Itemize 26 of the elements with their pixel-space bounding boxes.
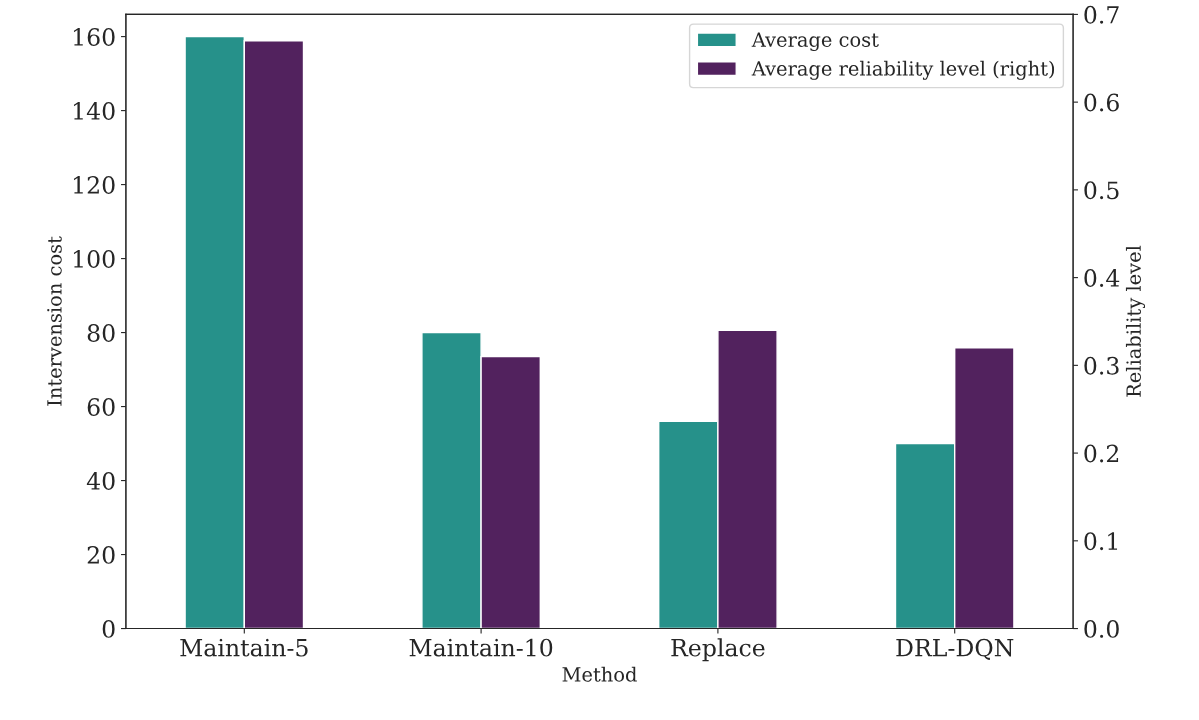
y2-tick-label: 0.2 xyxy=(1084,444,1119,463)
y-tick-label: 20 xyxy=(87,546,115,564)
y-tick-label: 160 xyxy=(73,28,115,46)
y2-tick-label: 0.4 xyxy=(1084,269,1120,287)
y2-tick-label: 0.7 xyxy=(1084,5,1119,24)
y2-tick-label: 0.1 xyxy=(1084,532,1118,551)
y-tick-label: 60 xyxy=(87,398,115,416)
x-tick-label: Replace xyxy=(671,638,765,662)
y2-tick-label: 0.3 xyxy=(1084,356,1119,375)
y-tick-label: 120 xyxy=(73,176,115,194)
x-tick-label: DRL-DQN xyxy=(896,638,1014,660)
y-tick-label: 100 xyxy=(73,250,115,268)
y-axis-title: Intervension cost xyxy=(47,236,62,406)
y-tick-label: 140 xyxy=(73,102,115,120)
x-tick-label: Maintain-10 xyxy=(409,638,553,657)
y-tick-label: 80 xyxy=(87,324,115,342)
y-tick-label: 0 xyxy=(102,620,115,638)
y2-tick-label: 0.0 xyxy=(1084,620,1119,638)
legend-label: Average reliability level (right) xyxy=(751,60,1055,80)
legend-label: Average cost xyxy=(751,32,879,51)
y2-tick-label: 0.6 xyxy=(1084,93,1119,112)
x-axis-title: Method xyxy=(562,666,637,682)
y2-axis-title: Reliability level xyxy=(1125,245,1146,397)
y2-tick-label: 0.5 xyxy=(1084,181,1119,200)
x-tick-label: Maintain-5 xyxy=(180,638,308,657)
y-tick-label: 40 xyxy=(86,472,115,490)
